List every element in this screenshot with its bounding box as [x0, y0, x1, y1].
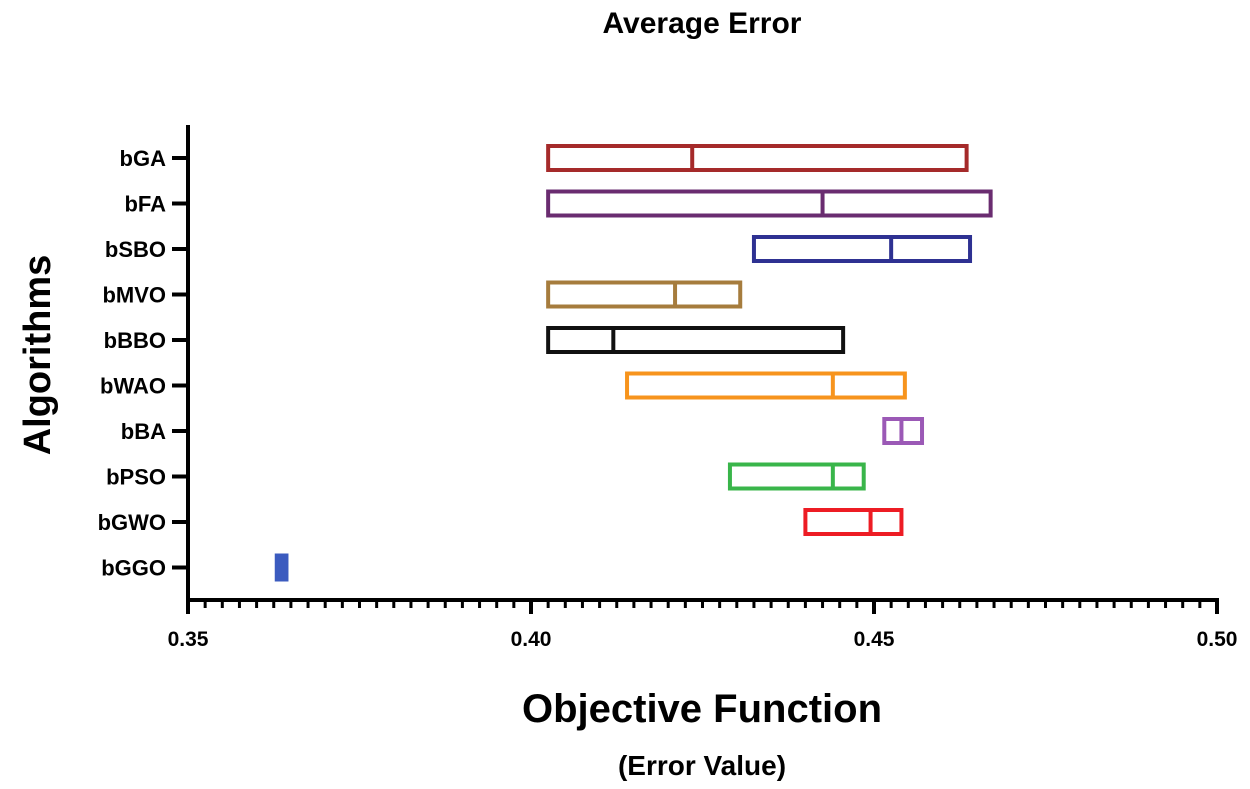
range-box-bwao — [625, 371, 907, 400]
y-tick-label-bwao: bWAO — [100, 374, 166, 399]
axes: 0.35 0.40 0.45 0.50 bGA bFA bSBO bMVO bBBO bWAO bB… — [98, 125, 1238, 651]
y-tick-label-bbbo: bBBO — [104, 328, 166, 353]
range-box-bga — [546, 144, 969, 172]
y-axis-label: Algorithms — [17, 255, 59, 456]
x-axis-sublabel: (Error Value) — [618, 750, 786, 781]
range-box-bfa — [546, 189, 993, 218]
x-tick-label: 0.50 — [1197, 628, 1238, 651]
y-tick-label-bba: bBA — [121, 419, 166, 444]
y-tick-label-bsbo: bSBO — [105, 237, 166, 262]
range-box-bsbo — [751, 235, 973, 263]
x-axis-label: Objective Function — [522, 687, 882, 731]
range-box-bmvo — [546, 280, 743, 309]
y-tick-label-bggo: bGGO — [101, 556, 166, 581]
range-box-bbbo — [546, 326, 846, 354]
y-tick-label-bfa: bFA — [124, 192, 166, 217]
range-marks — [274, 144, 993, 582]
y-tick-label-bga: bGA — [120, 146, 167, 171]
x-tick-label: 0.40 — [511, 628, 552, 651]
y-tick-label-bmvo: bMVO — [102, 283, 166, 308]
x-tick-label: 0.35 — [168, 628, 209, 651]
y-tick-label-bpso: bPSO — [106, 465, 166, 490]
chart-title: Average Error — [603, 7, 802, 40]
x-tick-label: 0.45 — [854, 628, 895, 651]
y-tick-label-bgwo: bGWO — [98, 510, 166, 535]
range-box-bgwo — [803, 508, 904, 536]
range-box-bpso — [727, 462, 866, 491]
range-box-bggo — [274, 553, 289, 582]
